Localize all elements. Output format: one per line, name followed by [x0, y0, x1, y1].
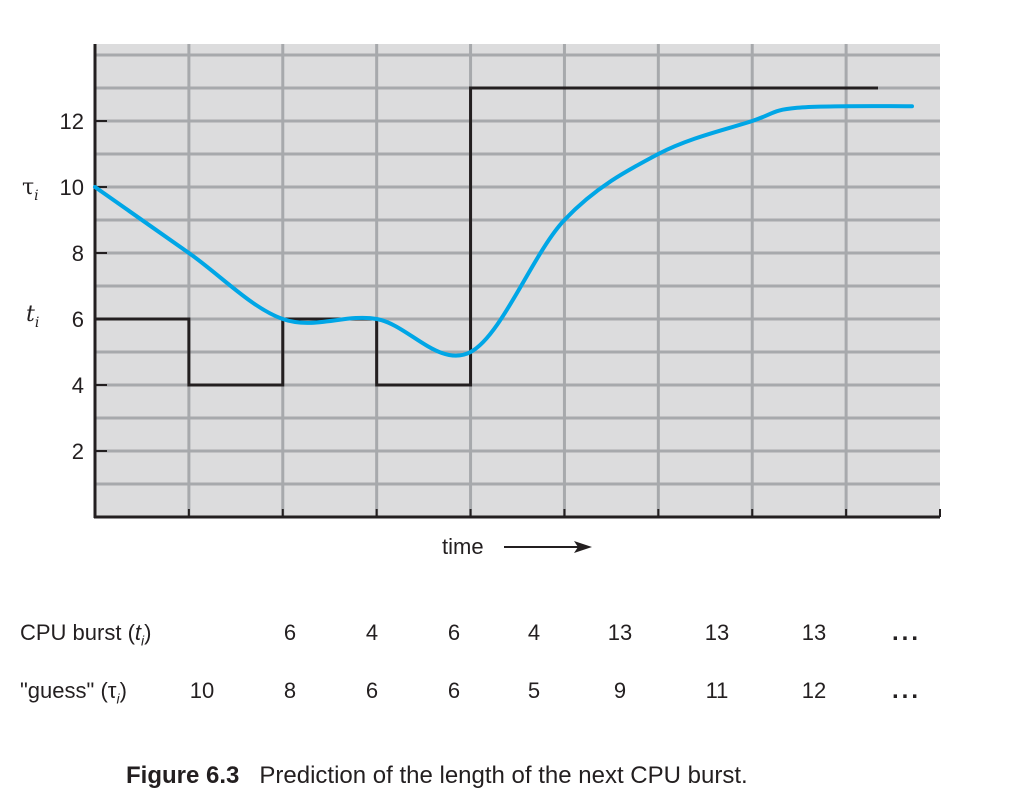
caption-text: Prediction of the length of the next CPU…	[259, 762, 748, 789]
y-tick-labels: 2 4 6 8 10 12	[60, 109, 84, 464]
burst-value-cell: 6	[447, 620, 461, 645]
cpu-burst-step-line	[95, 86, 878, 387]
figure-caption: Figure 6.3 Prediction of the length of th…	[126, 762, 748, 790]
grid-lines	[95, 44, 940, 517]
guess-curve	[93, 104, 914, 358]
tau-symbol: τ	[22, 175, 34, 200]
guess-value-cell: 8	[283, 678, 297, 703]
y-tick-label: 12	[60, 109, 84, 134]
axes	[93, 44, 941, 519]
t-axis-label: ti	[26, 302, 39, 331]
tau-axis-label: τi	[22, 175, 39, 204]
burst-ellipsis: ...	[892, 619, 922, 646]
guess-value-cell: 10	[189, 678, 215, 703]
plot-area	[95, 44, 940, 517]
cpu-burst-row-label: CPU burst (ti)	[20, 620, 152, 649]
guess-value-cell: 6	[365, 678, 379, 703]
tau-subscript: i	[34, 188, 38, 204]
time-arrow-icon	[504, 541, 592, 553]
burst-value-cell: 13	[704, 620, 730, 645]
y-tick-label: 8	[72, 241, 84, 266]
guess-value-cell: 5	[527, 678, 541, 703]
burst-value-cell: 4	[365, 620, 379, 645]
guess-value-cell: 11	[705, 678, 729, 703]
y-tick-label: 10	[60, 175, 84, 200]
guess-row-label: "guess" (τi)	[20, 678, 127, 707]
guess-value-cell: 9	[613, 678, 627, 703]
guess-value-cell: 6	[447, 678, 461, 703]
burst-value-cell: 13	[801, 620, 827, 645]
t-symbol: t	[26, 302, 35, 327]
caption-label: Figure 6.3	[126, 762, 240, 789]
y-tick-label: 4	[72, 373, 84, 398]
x-axis-label: time	[442, 534, 484, 559]
burst-value-cell: 4	[527, 620, 541, 645]
burst-value-cell: 13	[607, 620, 633, 645]
y-tick-label: 6	[72, 307, 84, 332]
guess-value-cell: 12	[801, 678, 827, 703]
guess-ellipsis: ...	[892, 677, 922, 704]
burst-value-cell: 6	[283, 620, 297, 645]
y-tick-label: 2	[72, 439, 84, 464]
t-subscript: i	[35, 315, 39, 331]
